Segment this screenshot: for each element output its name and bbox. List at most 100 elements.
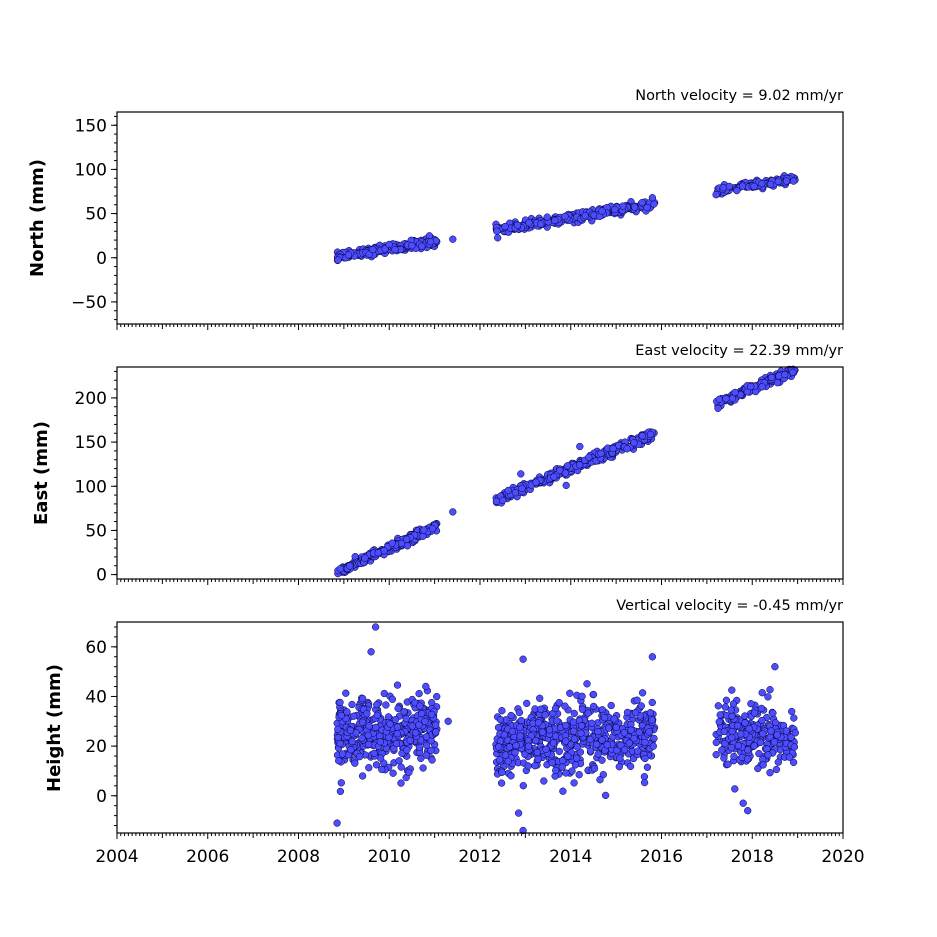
data-point (607, 701, 615, 710)
data-point (757, 704, 766, 713)
data-point (494, 723, 503, 732)
data-point (631, 708, 640, 717)
data-point (741, 719, 749, 727)
data-point (415, 721, 423, 729)
data-point (337, 779, 345, 787)
data-point (561, 702, 569, 710)
data-point (609, 444, 617, 453)
data-point (712, 751, 720, 759)
data-point (728, 727, 736, 736)
data-point (731, 388, 739, 397)
height-y-ticks: 0 20 40 60 (85, 626, 117, 827)
y-tick-label: 20 (85, 737, 107, 757)
data-point (562, 737, 570, 745)
data-point (600, 714, 609, 722)
data-point (645, 728, 653, 736)
data-point (516, 732, 524, 740)
data-point (422, 751, 430, 759)
data-point (605, 724, 613, 732)
data-point (648, 194, 657, 202)
data-point (641, 754, 649, 763)
data-point (767, 727, 775, 735)
data-point (494, 234, 502, 242)
data-point (766, 180, 775, 188)
data-point (766, 686, 774, 694)
data-point (337, 711, 345, 720)
north-panel: North velocity = 9.02 mm/yr −50 0 50 100 150… (27, 88, 844, 330)
data-point (640, 778, 649, 787)
data-point (514, 809, 523, 817)
data-point (789, 177, 798, 185)
data-point (649, 742, 657, 750)
data-point (766, 769, 774, 777)
data-point (365, 764, 373, 772)
data-point (623, 445, 631, 453)
data-point (334, 256, 342, 264)
data-point (722, 696, 731, 704)
data-point (548, 759, 556, 767)
data-point (545, 726, 554, 734)
data-point (575, 771, 583, 779)
data-point (537, 705, 545, 713)
data-point (730, 752, 738, 761)
data-point (790, 714, 798, 722)
data-point (725, 182, 734, 191)
data-point (498, 768, 506, 776)
data-point (351, 759, 359, 767)
data-point (782, 727, 790, 735)
data-point (511, 489, 520, 497)
y-tick-label: 100 (75, 160, 107, 180)
data-point (759, 730, 767, 738)
data-point (566, 689, 574, 697)
data-point (358, 718, 367, 726)
data-point (552, 766, 560, 775)
data-point (449, 508, 457, 516)
data-point (418, 242, 426, 250)
data-point (427, 746, 435, 755)
data-point (536, 694, 544, 702)
data-point (627, 726, 635, 734)
data-point (336, 739, 344, 748)
data-point (562, 721, 570, 730)
data-point (754, 764, 762, 773)
y-tick-label: 0 (96, 249, 107, 269)
data-point (517, 470, 525, 478)
data-point (419, 764, 427, 772)
data-point (564, 752, 572, 760)
data-point (365, 722, 373, 730)
data-point (584, 709, 592, 717)
data-point (719, 184, 727, 192)
data-point (733, 186, 741, 195)
data-point (422, 741, 431, 750)
x-tick-label: 2004 (95, 847, 138, 867)
east-points (334, 365, 799, 578)
data-point (720, 754, 728, 762)
data-point (585, 453, 593, 461)
data-point (508, 727, 516, 736)
data-point (501, 751, 510, 759)
data-point (333, 819, 341, 827)
data-point (727, 744, 736, 752)
data-point (570, 779, 578, 787)
x-tick-label: 2016 (640, 847, 683, 867)
data-point (643, 763, 652, 771)
data-point (586, 735, 594, 744)
data-point (562, 481, 570, 490)
data-point (620, 729, 628, 737)
data-point (376, 738, 385, 746)
data-point (336, 698, 344, 707)
y-tick-label: 0 (96, 787, 107, 807)
data-point (392, 739, 401, 748)
y-tick-label: 200 (75, 389, 107, 409)
data-point (621, 746, 629, 754)
data-point (335, 757, 343, 765)
data-point (576, 442, 584, 451)
data-point (549, 739, 558, 747)
data-point (402, 535, 411, 543)
data-point (419, 532, 427, 540)
data-point (542, 745, 550, 753)
data-point (393, 730, 401, 738)
east-y-ticks: 0 50 100 150 200 (75, 370, 117, 586)
data-point (364, 731, 372, 739)
data-point (365, 740, 373, 749)
